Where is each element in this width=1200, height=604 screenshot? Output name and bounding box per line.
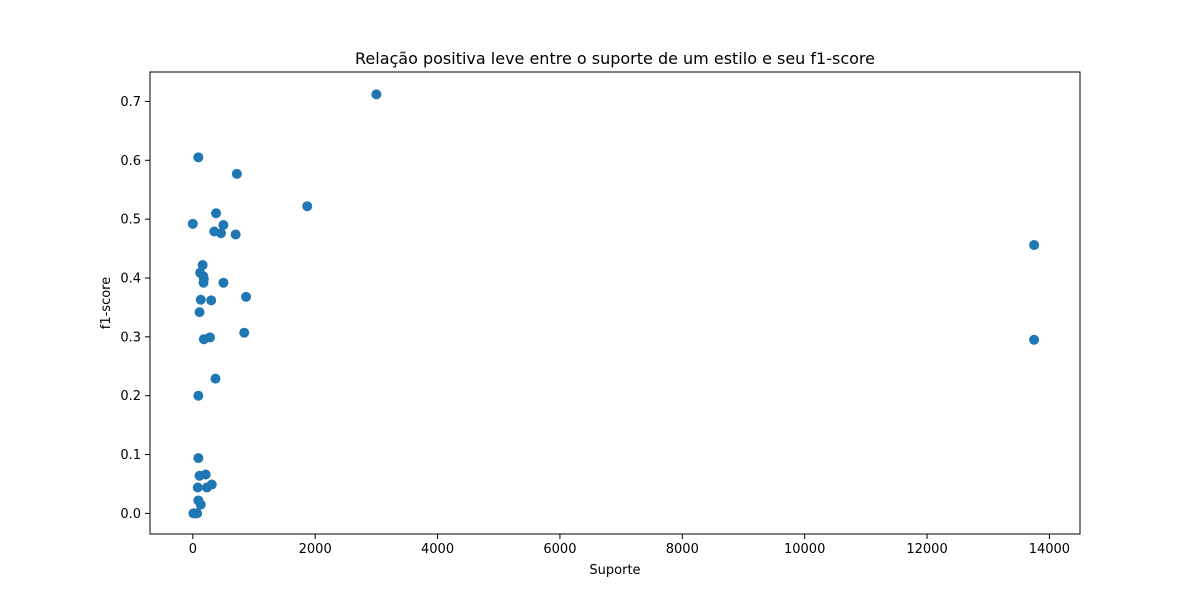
x-tick-label: 6000 (543, 542, 576, 557)
data-point (195, 294, 206, 305)
data-point (218, 277, 229, 288)
data-point (201, 482, 212, 493)
data-point (371, 89, 382, 100)
data-point (192, 482, 203, 493)
data-point (215, 228, 226, 239)
data-point (206, 295, 217, 306)
data-point (187, 218, 198, 229)
y-tick-label: 0.7 (120, 95, 141, 110)
data-point (241, 291, 252, 302)
data-point (231, 168, 242, 179)
plot-area: 0 2000 4000 6000 8000 10000 12000 14000 0.0 0.1 0.… (120, 71, 1081, 557)
y-tick-label: 0.1 (120, 448, 141, 463)
data-point (192, 508, 203, 519)
data-point (193, 453, 204, 464)
data-point (194, 307, 205, 318)
data-point (198, 277, 209, 288)
data-point (1029, 334, 1040, 345)
x-tick-label: 12000 (906, 542, 947, 557)
data-point (211, 208, 222, 219)
plot-frame (149, 71, 1081, 535)
y-tick-label: 0.0 (120, 507, 141, 522)
x-tick-label: 2000 (299, 542, 332, 557)
x-tick-label: 14000 (1029, 542, 1070, 557)
data-point (218, 220, 229, 231)
x-tick-label: 4000 (421, 542, 454, 557)
y-axis-label: f1-score (99, 277, 114, 329)
data-point (193, 152, 204, 163)
data-point (1029, 240, 1040, 251)
chart-title: Relação positiva leve entre o suporte de… (355, 49, 875, 68)
data-point (210, 373, 221, 384)
x-tick-label: 0 (189, 542, 197, 557)
y-tick-label: 0.3 (120, 330, 141, 345)
y-tick-label: 0.4 (120, 271, 141, 286)
data-point (197, 260, 208, 271)
x-tick-label: 8000 (666, 542, 699, 557)
x-tick-label: 10000 (784, 542, 825, 557)
data-point (302, 201, 313, 212)
data-point (198, 334, 209, 345)
y-tick-label: 0.2 (120, 389, 141, 404)
x-axis-label: Suporte (589, 563, 640, 578)
data-point (193, 390, 204, 401)
data-point (230, 229, 241, 240)
data-point (239, 327, 250, 338)
y-tick-label: 0.6 (120, 154, 141, 169)
data-point (195, 499, 206, 510)
data-point (194, 470, 205, 481)
y-tick-label: 0.5 (120, 213, 141, 228)
